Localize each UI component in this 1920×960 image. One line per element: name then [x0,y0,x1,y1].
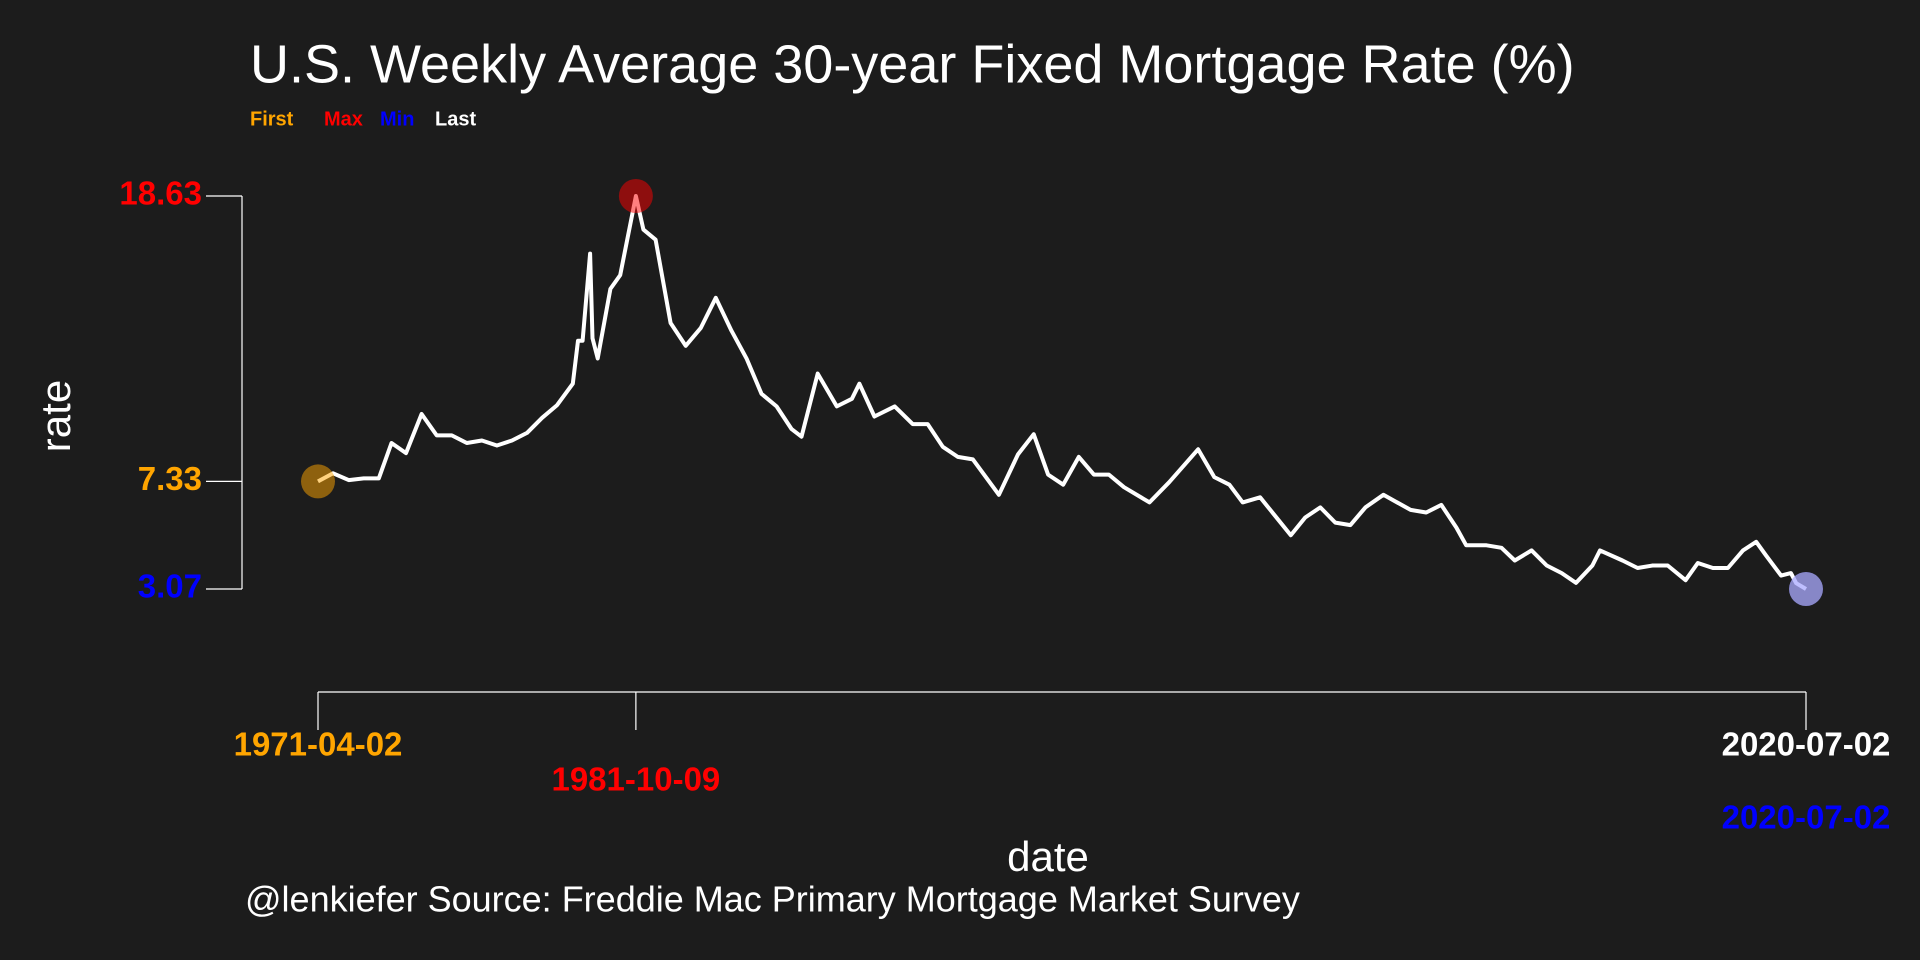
y-tick-label: 18.63 [119,175,202,212]
highlight-point [618,179,653,213]
data-line [317,194,1808,591]
x-tick-label: 2020-07-02 [1722,726,1891,763]
legend-entry: First [250,108,294,130]
y-tick-label: 3.07 [138,568,202,605]
caption: @lenkiefer Source: Freddie Mac Primary M… [245,879,1300,920]
chart-title: U.S. Weekly Average 30-year Fixed Mortga… [250,34,1575,94]
y-tick-label: 7.33 [138,460,202,497]
y-axis-label: rate [32,380,79,452]
highlight-point [301,464,335,499]
x-tick-label: 1971-04-02 [234,726,403,763]
legend-entry: Min [380,108,414,130]
highlight-point [1789,572,1823,606]
x-tick-label: 1981-10-09 [551,761,720,798]
x-axis-label: date [1007,833,1089,880]
legend-entry: Max [324,108,363,130]
legend-entry: Last [435,108,476,130]
x-tick-label: 2020-07-02 [1722,799,1891,836]
